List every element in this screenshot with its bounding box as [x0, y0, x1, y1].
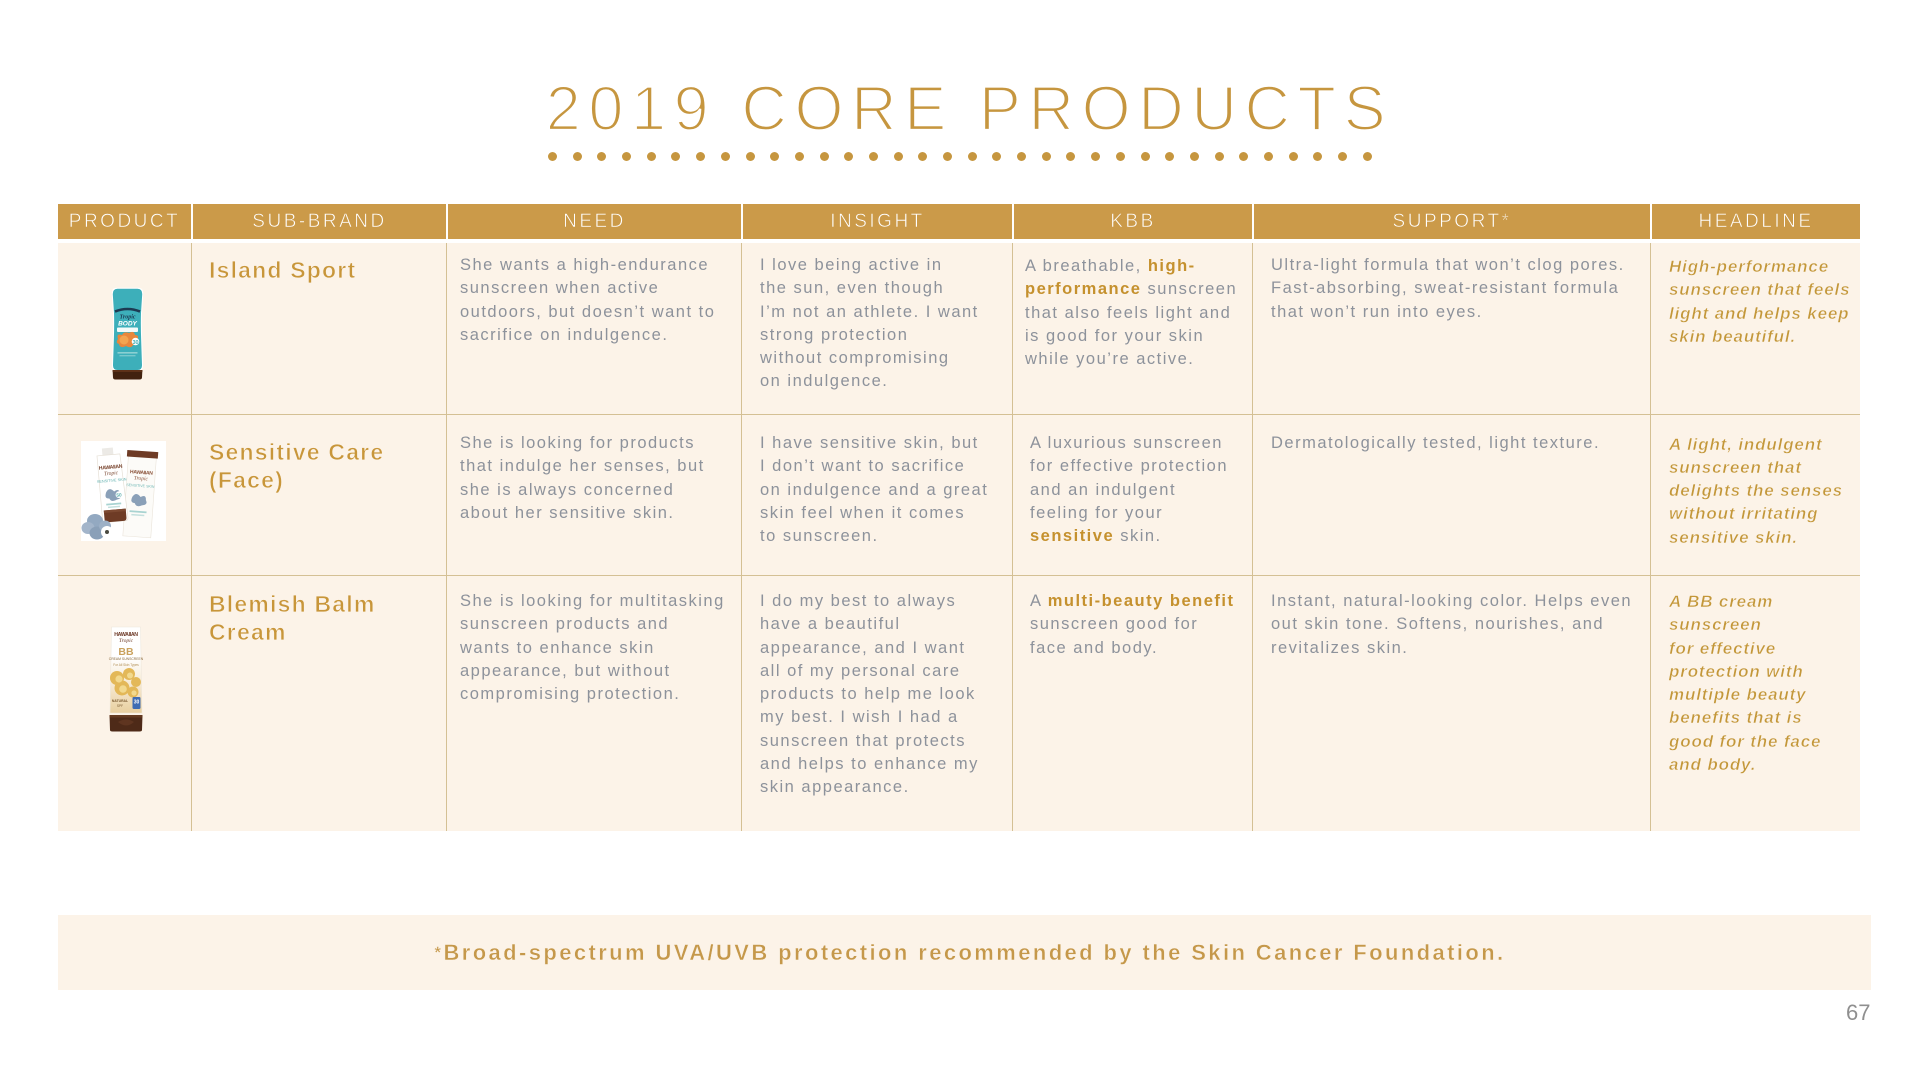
svg-text:BB: BB	[118, 646, 134, 658]
svg-text:30: 30	[134, 700, 140, 706]
svg-text:30: 30	[132, 340, 138, 346]
svg-text:CREAM SUNSCREEN: CREAM SUNSCREEN	[109, 657, 144, 661]
svg-text:BODY: BODY	[118, 321, 137, 328]
svg-text:Tropic: Tropic	[119, 315, 135, 321]
svg-text:Tropic: Tropic	[134, 475, 149, 482]
svg-text:Tropic: Tropic	[104, 470, 119, 477]
svg-text:50: 50	[116, 492, 122, 498]
svg-text:For All Skin Types: For All Skin Types	[113, 663, 139, 667]
svg-text:SENSITIVE SKIN: SENSITIVE SKIN	[97, 477, 127, 484]
svg-text:HAWAIIAN: HAWAIIAN	[99, 464, 124, 472]
svg-text:SPF: SPF	[117, 704, 123, 708]
svg-text:SENSITIVE SKIN: SENSITIVE SKIN	[126, 483, 155, 489]
svg-text:Tropic: Tropic	[119, 638, 134, 644]
svg-text:NATURAL: NATURAL	[112, 699, 128, 703]
svg-text:HAWAIIAN: HAWAIIAN	[114, 632, 138, 638]
svg-text:HAWAIIAN: HAWAIIAN	[130, 469, 154, 477]
